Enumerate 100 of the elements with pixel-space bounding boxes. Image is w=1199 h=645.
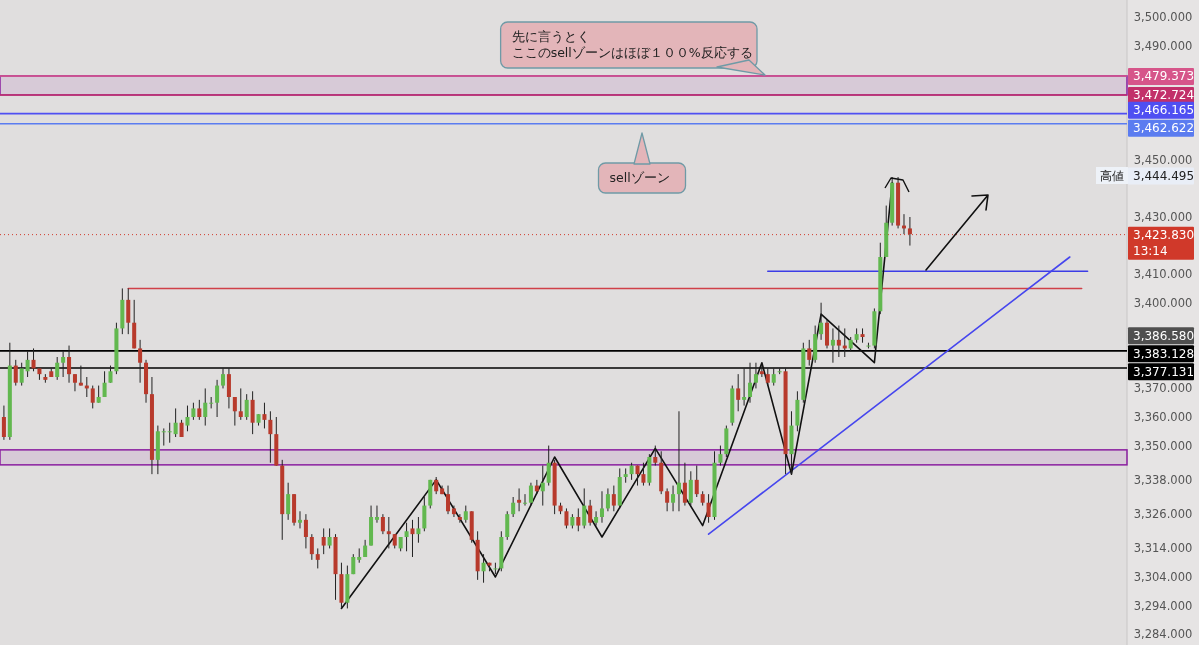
candlestick — [380, 513, 385, 535]
candlestick — [599, 490, 604, 524]
candlestick — [451, 505, 456, 518]
candlestick — [676, 410, 681, 512]
candlestick — [605, 487, 610, 512]
y-tick-label: 3,338.000 — [1133, 472, 1193, 487]
candlestick — [422, 496, 427, 532]
ref-line-label: 3,466.165 — [1133, 103, 1195, 118]
candlestick — [511, 496, 516, 518]
candlestick — [736, 373, 741, 412]
ref-line-label: 3,479.373 — [1133, 69, 1195, 84]
y-tick-label: 3,430.000 — [1133, 210, 1193, 224]
y-tick-label: 3,400.000 — [1133, 295, 1193, 310]
candlestick — [126, 287, 131, 335]
y-tick-label: 3,304.000 — [1133, 570, 1193, 584]
candlestick — [688, 470, 693, 507]
candlestick — [232, 396, 237, 427]
annotation: 先に言うとく — [511, 29, 590, 44]
candlestick — [682, 462, 687, 507]
candlestick — [588, 499, 593, 527]
candlestick — [493, 562, 498, 575]
annotation: ここのsellゾーンはほぼ１００%反応する — [511, 45, 753, 60]
candlestick — [819, 302, 824, 341]
candlestick — [528, 482, 533, 507]
text: 3,386.580 — [1133, 328, 1195, 343]
candlestick — [576, 507, 581, 532]
candlestick — [161, 427, 166, 447]
candlestick — [19, 362, 24, 387]
candlestick — [836, 325, 841, 358]
candlestick — [321, 527, 326, 555]
candlestick — [303, 513, 308, 549]
candlestick — [907, 216, 912, 247]
candlestick — [102, 370, 107, 398]
candlestick — [540, 465, 545, 507]
candlestick — [297, 510, 302, 529]
candlestick — [203, 387, 208, 427]
ref-line-label: 3,462.622 — [1133, 121, 1195, 136]
candlestick — [226, 367, 231, 409]
y-tick-label: 3,500.000 — [1133, 10, 1193, 24]
candlestick — [185, 405, 190, 432]
candlestick — [807, 339, 812, 367]
candlestick — [327, 527, 332, 549]
candlestick — [268, 410, 273, 464]
candlestick — [25, 350, 30, 378]
candlestick — [90, 385, 95, 409]
text: 3,444.495 — [1133, 169, 1195, 184]
candlestick — [215, 379, 220, 418]
candlestick — [410, 519, 415, 558]
candlestick — [665, 487, 670, 512]
candlestick — [694, 465, 699, 498]
candlestick — [641, 462, 646, 487]
ref-line-label: 3,423.830 13:14 — [1133, 228, 1195, 259]
ref-line-label: 3,383.128 — [1133, 346, 1195, 361]
candlestick — [31, 347, 36, 372]
candlestick — [374, 505, 379, 524]
candlestick — [1, 405, 6, 441]
candlestick — [564, 507, 569, 529]
annotation: 高値 — [1100, 169, 1124, 183]
candlestick — [238, 387, 243, 421]
candlestick — [457, 513, 462, 524]
candlestick — [13, 359, 18, 387]
candlestick — [197, 399, 202, 421]
candlestick — [209, 396, 214, 409]
candlestick — [315, 547, 320, 569]
candlestick — [416, 516, 421, 544]
candlestick — [78, 365, 83, 387]
candlestick — [753, 362, 758, 389]
y-tick-label: 3,284.000 — [1133, 627, 1193, 642]
candlestick — [446, 485, 451, 515]
candlestick — [244, 393, 249, 421]
ref-line-label: 3,377.131 — [1133, 364, 1195, 379]
candlestick — [386, 516, 391, 549]
y-tick-label: 3,490.000 — [1133, 38, 1193, 53]
candlestick — [67, 345, 72, 384]
candlestick — [404, 522, 409, 552]
candlestick — [167, 422, 172, 444]
candlestick — [220, 367, 226, 389]
candlestick — [594, 510, 599, 527]
candlestick — [523, 493, 528, 507]
candlestick — [706, 493, 711, 524]
annotation: sellゾーン — [609, 170, 670, 185]
candlestick — [286, 482, 291, 521]
candlestick — [653, 445, 658, 467]
candlestick — [61, 350, 66, 378]
candlestick — [718, 445, 723, 467]
candlestick — [505, 510, 510, 541]
y-tick-label: 3,294.000 — [1133, 598, 1193, 613]
candlestick — [830, 327, 835, 364]
y-tick-label: 3,410.000 — [1133, 267, 1193, 282]
y-tick-label: 3,450.000 — [1133, 152, 1193, 167]
candlestick — [582, 487, 587, 529]
candlestick — [138, 339, 143, 384]
candlestick — [825, 319, 830, 349]
candlestick — [309, 533, 314, 561]
y-tick-label: 3,360.000 — [1133, 410, 1193, 424]
candlestick — [250, 390, 255, 435]
candlestick — [611, 485, 616, 512]
candlestick — [546, 445, 551, 487]
candlestick — [759, 365, 764, 378]
candlestick — [517, 487, 522, 512]
